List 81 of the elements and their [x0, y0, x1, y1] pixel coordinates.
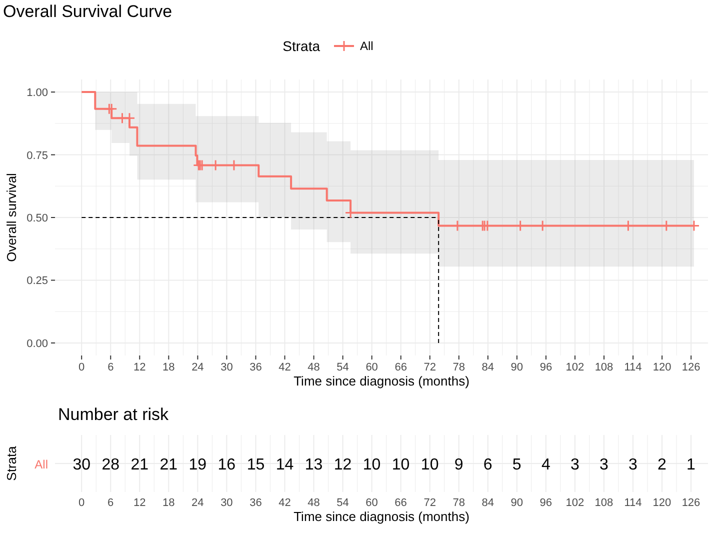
y-tick-label: 0.75	[26, 150, 48, 162]
x-tick-label: 126	[682, 497, 700, 509]
data-label: 10	[420, 456, 439, 474]
x-tick-label: 114	[624, 497, 642, 509]
data-label: 1	[686, 456, 696, 474]
x-tick-label: 60	[366, 497, 378, 509]
x-tick-label: 0	[78, 497, 85, 509]
x-tick-label: 102	[566, 497, 584, 509]
x-tick-label: 126	[682, 362, 700, 374]
x-tick-label: 120	[652, 362, 672, 374]
data-label: 30	[72, 456, 91, 474]
x-tick-label: 78	[452, 362, 466, 374]
x-tick-label: 60	[366, 362, 378, 374]
x-tick-label: 90	[510, 362, 524, 374]
x-tick-label: 120	[652, 497, 672, 509]
chart-title: Number at risk	[58, 405, 170, 424]
x-tick-label: 84	[482, 497, 494, 509]
data-label: 5	[512, 456, 522, 474]
data-label: 21	[160, 456, 178, 474]
data-label: 16	[218, 456, 236, 474]
data-label: 14	[276, 456, 294, 474]
x-tick-label: 0	[78, 362, 85, 374]
x-tick-label: 54	[336, 497, 349, 509]
x-tick-label: 48	[308, 497, 320, 509]
x-tick-label: 66	[394, 497, 407, 509]
y-tick-label: All	[34, 458, 48, 472]
x-tick-label: 108	[594, 497, 614, 509]
y-tick-label: 0.00	[26, 338, 48, 350]
data-label: 13	[304, 456, 323, 474]
data-label: 15	[246, 456, 265, 474]
x-tick-label: 18	[162, 362, 175, 374]
legend-label: All	[360, 39, 374, 53]
x-tick-label: 108	[594, 362, 614, 374]
x-tick-label: 90	[510, 497, 524, 509]
data-label: 9	[454, 456, 464, 474]
x-tick-label: 72	[424, 497, 436, 509]
x-tick-label: 84	[482, 362, 494, 374]
x-tick-label: 6	[108, 362, 114, 374]
data-label: 28	[102, 456, 120, 474]
data-label: 12	[334, 456, 352, 474]
x-tick-label: 96	[540, 497, 552, 509]
data-label: 19	[188, 456, 207, 474]
x-axis-title: Time since diagnosis (months)	[294, 374, 470, 388]
chart-title: Overall Survival Curve	[3, 2, 172, 21]
x-tick-label: 12	[134, 362, 146, 374]
x-tick-label: 78	[452, 497, 465, 509]
x-axis-title: Time since diagnosis (months)	[294, 509, 470, 524]
x-tick-label: 12	[134, 497, 146, 509]
x-tick-label: 48	[308, 362, 320, 374]
x-tick-label: 36	[250, 497, 262, 509]
y-tick-label: 0.50	[26, 212, 48, 224]
x-tick-label: 102	[566, 362, 584, 374]
x-tick-label: 24	[192, 362, 204, 374]
x-tick-label: 24	[192, 497, 204, 509]
data-label: 3	[570, 456, 580, 474]
y-axis-title: Strata	[4, 445, 19, 481]
x-tick-label: 114	[624, 362, 642, 374]
data-label: 3	[599, 456, 608, 474]
x-tick-label: 18	[162, 497, 175, 509]
y-tick-label: 0.25	[26, 275, 48, 288]
data-label: 6	[483, 456, 492, 474]
x-tick-label: 30	[220, 497, 233, 509]
y-axis-title: Overall survival	[4, 172, 19, 262]
x-tick-label: 42	[278, 497, 291, 509]
legend-title: Strata	[282, 38, 320, 54]
data-label: 2	[658, 456, 667, 474]
x-tick-label: 66	[394, 362, 407, 374]
x-tick-label: 36	[250, 362, 262, 374]
x-tick-label: 42	[278, 362, 291, 374]
y-tick-label: 1.00	[26, 87, 48, 100]
data-label: 21	[130, 456, 149, 474]
data-label: 10	[392, 456, 410, 474]
data-label: 3	[628, 456, 638, 474]
data-label: 10	[362, 456, 381, 474]
data-label: 4	[541, 456, 550, 474]
x-tick-label: 72	[424, 362, 436, 374]
point	[106, 103, 118, 115]
x-tick-label: 96	[540, 362, 552, 374]
x-tick-label: 54	[336, 362, 349, 374]
x-tick-label: 30	[220, 362, 233, 374]
x-tick-label: 6	[108, 497, 114, 509]
